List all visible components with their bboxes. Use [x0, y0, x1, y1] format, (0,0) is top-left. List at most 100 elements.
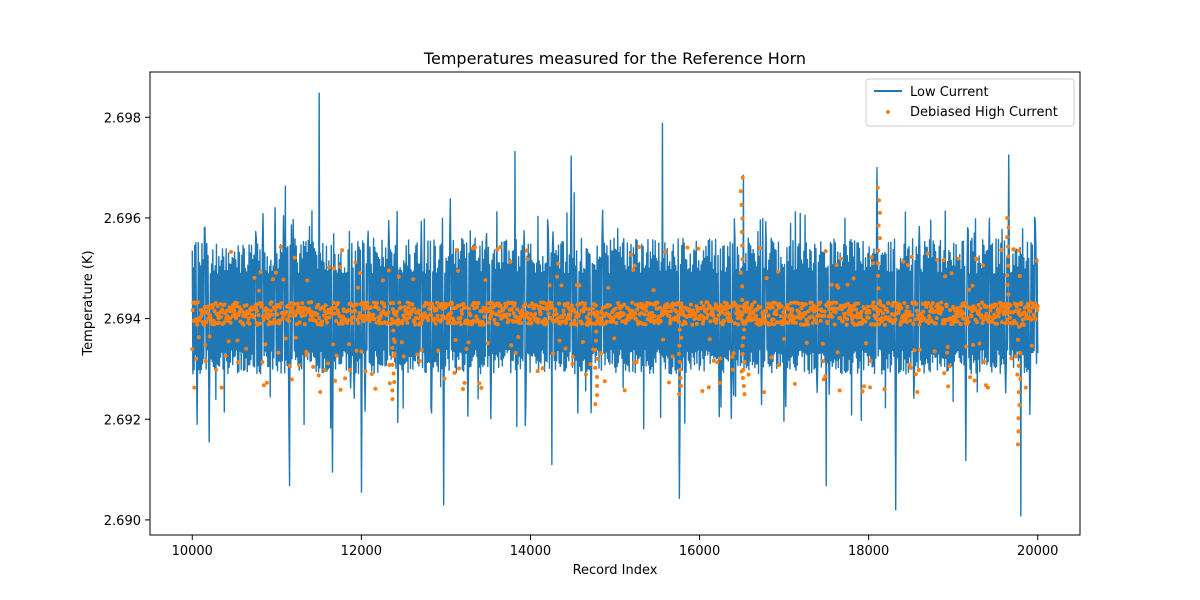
scatter-point [513, 350, 518, 355]
scatter-point [228, 316, 233, 321]
scatter-point [727, 312, 732, 317]
scatter-point [859, 309, 864, 314]
y-tick-label: 2.698 [104, 111, 141, 126]
scatter-point [396, 317, 401, 322]
scatter-point [718, 356, 723, 361]
scatter-point [443, 316, 448, 321]
scatter-point [415, 352, 420, 357]
scatter-point [1017, 324, 1022, 329]
scatter-point [333, 378, 338, 383]
scatter-point [391, 328, 396, 333]
scatter-point [436, 348, 441, 353]
scatter-point [479, 385, 484, 390]
scatter-point [763, 318, 768, 323]
scatter-point [797, 301, 802, 306]
scatter-point [809, 300, 814, 305]
scatter-point [234, 315, 239, 320]
scatter-point [758, 246, 763, 251]
scatter-point [495, 247, 500, 252]
scatter-point [381, 301, 386, 306]
scatter-point [407, 315, 412, 320]
scatter-point [354, 348, 359, 353]
scatter-point [390, 320, 395, 325]
scatter-point [1030, 305, 1035, 310]
scatter-point [988, 308, 993, 313]
scatter-point [670, 354, 675, 359]
scatter-point [714, 320, 719, 325]
scatter-point [511, 319, 516, 324]
scatter-point [775, 269, 780, 274]
scatter-point [256, 288, 261, 293]
scatter-point [1013, 309, 1018, 314]
scatter-point [786, 321, 791, 326]
scatter-point [711, 313, 716, 318]
scatter-point [280, 316, 285, 321]
scatter-point [479, 309, 484, 314]
scatter-point [613, 306, 618, 311]
scatter-point [1011, 247, 1016, 252]
scatter-point [286, 318, 291, 323]
scatter-point [644, 308, 649, 313]
scatter-point [933, 309, 938, 314]
scatter-point [876, 286, 881, 291]
scatter-point [348, 367, 353, 372]
scatter-point [516, 335, 521, 340]
scatter-point [229, 249, 234, 254]
scatter-point [378, 314, 383, 319]
scatter-point [390, 388, 395, 393]
scatter-point [965, 316, 970, 321]
legend-label-low-current: Low Current [910, 85, 989, 100]
scatter-point [819, 308, 824, 313]
scatter-point [222, 302, 227, 307]
scatter-point [912, 348, 917, 353]
scatter-point [904, 320, 909, 325]
scatter-point [457, 366, 461, 371]
scatter-point [711, 358, 716, 363]
scatter-point [430, 301, 435, 306]
scatter-point [455, 248, 460, 253]
scatter-point [729, 304, 734, 309]
scatter-point [880, 311, 885, 316]
scatter-point [559, 283, 564, 288]
scatter-point [416, 316, 421, 321]
scatter-point [973, 306, 978, 311]
scatter-point [236, 360, 241, 365]
scatter-point [917, 322, 922, 327]
scatter-point [899, 305, 904, 310]
scatter-point [340, 321, 345, 326]
scatter-point [854, 307, 859, 312]
scatter-point [786, 307, 791, 312]
scatter-point [987, 314, 992, 319]
scatter-point [985, 385, 990, 390]
scatter-point [244, 346, 249, 351]
scatter-point [463, 305, 468, 310]
scatter-point [715, 360, 720, 365]
scatter-point [419, 321, 424, 326]
scatter-point [785, 303, 790, 308]
scatter-point [933, 321, 938, 326]
scatter-point [572, 318, 577, 323]
scatter-point [1006, 225, 1011, 230]
scatter-point [1017, 403, 1022, 408]
scatter-point [678, 375, 683, 380]
scatter-point [935, 257, 940, 262]
scatter-point [1005, 282, 1010, 287]
scatter-point [897, 302, 902, 307]
scatter-point [876, 273, 881, 278]
scatter-point [764, 276, 769, 281]
scatter-point [427, 307, 432, 311]
scatter-point [876, 322, 881, 327]
scatter-point [203, 342, 208, 347]
scatter-point [543, 316, 548, 321]
scatter-point [908, 365, 913, 370]
scatter-point [273, 307, 278, 312]
scatter-point [399, 340, 404, 345]
scatter-point [764, 309, 769, 314]
scatter-point [391, 301, 396, 306]
scatter-point [607, 303, 612, 308]
scatter-point [667, 314, 672, 319]
scatter-point [886, 301, 891, 306]
scatter-point [677, 359, 682, 364]
scatter-point [916, 367, 921, 372]
scatter-point [1004, 311, 1009, 316]
